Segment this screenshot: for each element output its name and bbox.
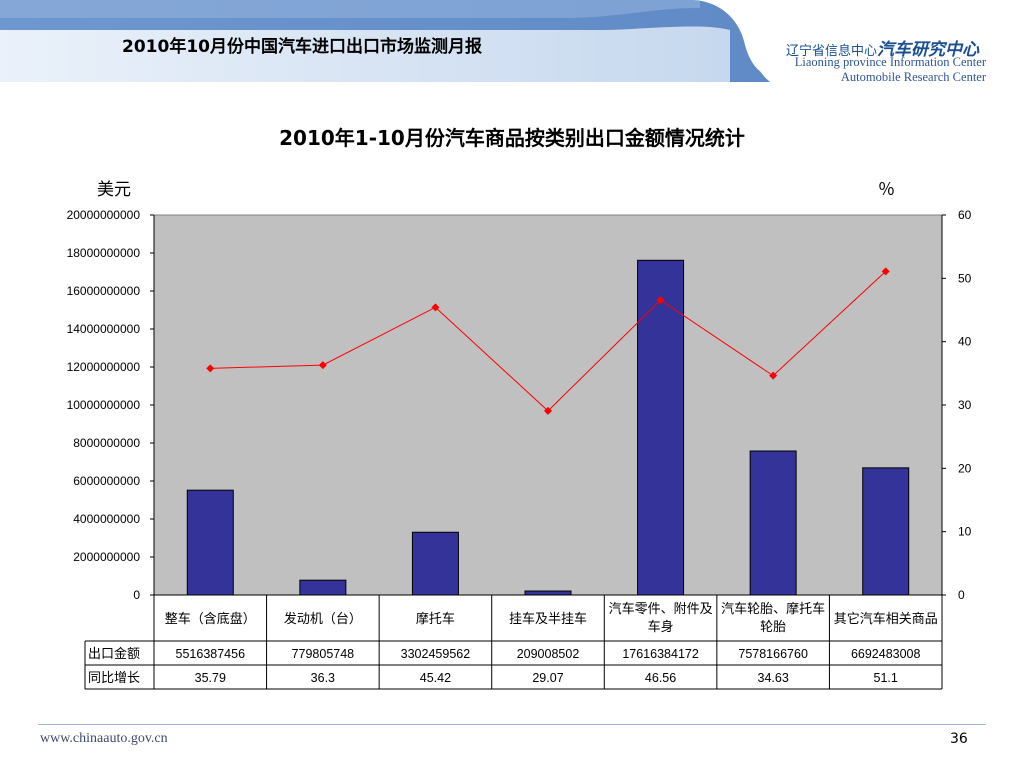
- table-cell-value: 36.3: [311, 671, 335, 685]
- table-cell-value: 5516387456: [176, 647, 246, 661]
- line-point: [544, 406, 552, 415]
- y-axis-unit-left: 美元: [97, 180, 131, 200]
- y-tick-label-left: 2000000000: [73, 550, 140, 564]
- table-row-label: 同比增长: [88, 671, 140, 686]
- org-logo-en-line2: Automobile Research Center: [840, 70, 986, 84]
- footer-divider: [38, 724, 986, 725]
- header-banner: [0, 0, 1024, 90]
- line-point: [656, 296, 665, 305]
- chart-title: 2010年1-10月份汽车商品按类别出口金额情况统计: [279, 126, 745, 150]
- table-cell-value: 17616384172: [622, 647, 699, 661]
- x-category-label: 汽车轮胎、摩托车轮胎: [721, 601, 825, 635]
- table-cell-value: 29.07: [532, 671, 563, 685]
- table-cell-value: 209008502: [517, 647, 580, 661]
- y-tick-label-left: 0: [133, 588, 140, 602]
- bar: [524, 590, 572, 596]
- y-tick-label-right: 40: [958, 335, 972, 349]
- org-logo-cn: 辽宁省信息中心汽车研究中心: [786, 35, 979, 60]
- table-cell-value: 779805748: [292, 647, 355, 661]
- y-tick-label-left: 4000000000: [73, 512, 140, 526]
- x-category-label: 整车（含底盘）: [165, 611, 256, 627]
- y-tick-label-left: 18000000000: [67, 246, 141, 260]
- table-cell-value: 3302459562: [401, 647, 471, 661]
- logo-cn-small: 辽宁省信息中心: [786, 44, 878, 59]
- x-category-label: 挂车及半挂车: [509, 611, 587, 627]
- bar: [862, 467, 910, 596]
- page-number: 36: [950, 731, 968, 747]
- table-cell-value: 34.63: [758, 671, 789, 685]
- bar: [749, 450, 797, 596]
- bar: [186, 489, 234, 596]
- y-tick-label-left: 14000000000: [67, 322, 141, 336]
- y-tick-label-left: 10000000000: [67, 398, 141, 412]
- y-tick-label-right: 10: [958, 525, 972, 539]
- page-header-title: 2010年10月份中国汽车进口出口市场监测月报: [122, 37, 482, 57]
- line-point: [318, 361, 327, 370]
- logo-cn-big: 汽车研究中心: [877, 40, 980, 60]
- table-cell-value: 51.1: [874, 671, 898, 685]
- table-cell-value: 6692483008: [851, 647, 921, 661]
- line-point: [206, 364, 215, 373]
- line-point: [881, 267, 890, 276]
- x-category-label: 汽车零件、附件及车身: [609, 601, 713, 635]
- x-category-label: 摩托车: [416, 611, 455, 627]
- combo-chart: 0 2000000000 4000000000 6000000000 800000000…: [67, 208, 972, 690]
- table-cell-value: 46.56: [645, 671, 676, 685]
- y-axis-unit-right: ％: [878, 180, 895, 200]
- bar: [299, 579, 347, 596]
- y-tick-label-left: 20000000000: [67, 208, 141, 222]
- y-tick-label-right: 20: [958, 461, 972, 475]
- x-category-label: 发动机（台）: [284, 611, 362, 627]
- y-tick-label-left: 16000000000: [67, 284, 141, 298]
- y-tick-label-right: 50: [958, 271, 972, 285]
- org-logo-en-line1: Liaoning province Information Center: [794, 55, 986, 69]
- table-cell-value: 7578166760: [738, 647, 808, 661]
- plot-area: [153, 214, 943, 596]
- x-category-label: 其它汽车相关商品: [834, 611, 938, 627]
- line-point: [769, 371, 778, 380]
- y-tick-label-left: 8000000000: [73, 436, 140, 450]
- y-tick-label-left: 6000000000: [73, 474, 140, 488]
- bar: [637, 259, 685, 596]
- y-tick-label-right: 0: [958, 588, 965, 602]
- footer-url: www.chinaauto.gov.cn: [40, 731, 168, 746]
- table-cell-value: 45.42: [420, 671, 451, 685]
- table-cell-value: 35.79: [195, 671, 226, 685]
- bar: [411, 531, 459, 596]
- y-tick-label-right: 60: [958, 208, 972, 222]
- line-point: [431, 303, 440, 312]
- y-tick-label-right: 30: [958, 398, 972, 412]
- table-row-label: 出口金额: [88, 646, 140, 662]
- y-tick-label-left: 12000000000: [67, 360, 141, 374]
